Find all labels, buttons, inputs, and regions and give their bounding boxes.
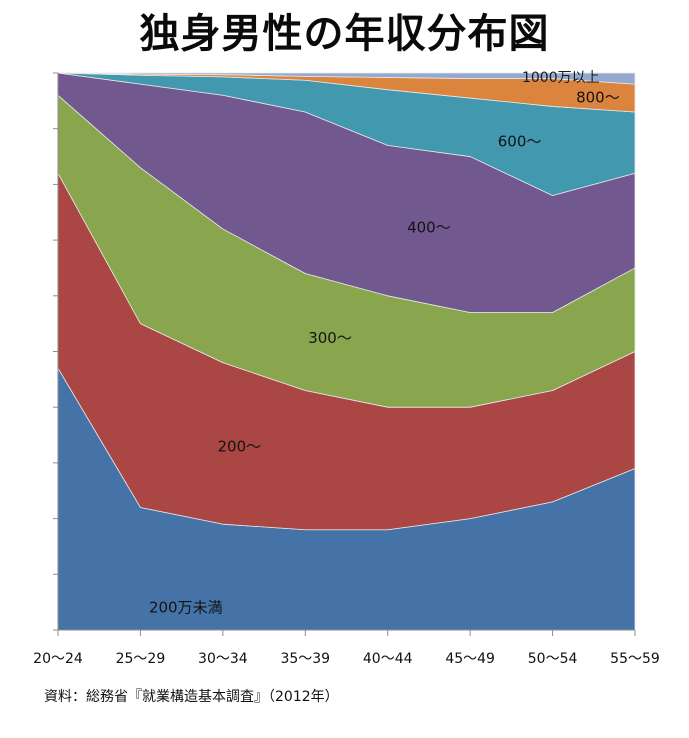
chart-title: 独身男性の年収分布図 (139, 11, 550, 57)
x-tick-label: 35～39 (280, 651, 330, 667)
x-tick-label: 20～24 (33, 651, 83, 667)
x-axis: 20～24 25～29 30～34 35～39 40～44 45～49 50～54 55～59 (33, 72, 660, 667)
series-label: 200～ (218, 438, 262, 456)
series-label: 400～ (407, 219, 451, 237)
x-tick-label: 50～54 (528, 651, 578, 667)
source-note: 資料：総務省『就業構造基本調査』（2012年） (44, 689, 339, 705)
x-tick-label: 30～34 (198, 651, 248, 667)
x-tick-label: 40～44 (363, 651, 413, 667)
x-tick-label: 55～59 (610, 651, 660, 667)
series-label: 200万未満 (149, 598, 223, 616)
series-label: 1000万以上 (522, 70, 600, 86)
area-layers (57, 72, 636, 631)
series-label: 800～ (576, 89, 620, 107)
x-tick-label: 25～29 (116, 651, 166, 667)
area-7 (57, 72, 636, 85)
x-tick-label: 45～49 (445, 651, 495, 667)
series-label: 600～ (498, 133, 542, 151)
series-label: 300～ (308, 329, 352, 347)
series-labels: 200万未満 200～ 300～ 400～ 600～ 800～ 1000万以上 (149, 70, 620, 616)
